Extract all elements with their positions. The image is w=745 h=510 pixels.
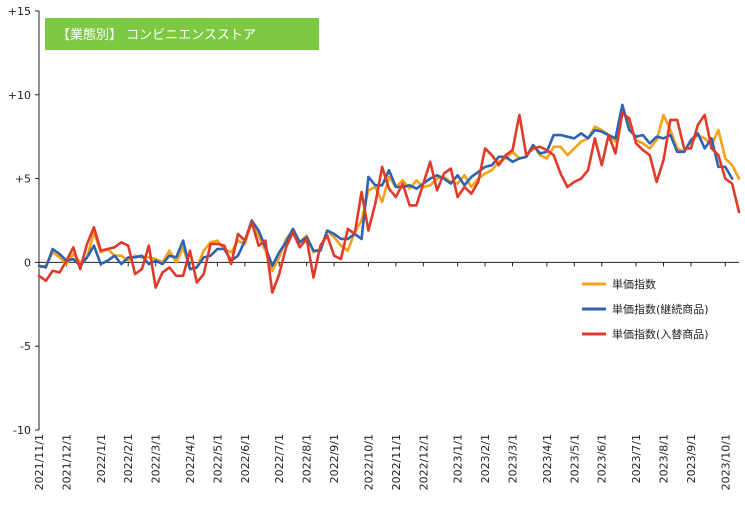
x-tick-label: 2023/6/1 [596,434,609,483]
x-tick-label: 2022/6/1 [239,434,252,483]
x-tick-label: 2022/7/1 [273,434,286,483]
x-tick-label: 2023/5/1 [568,434,581,483]
x-tick-label: 2022/11/1 [390,434,403,490]
y-tick-label: +15 [8,5,31,18]
x-tick-label: 2021/11/1 [33,434,46,490]
x-tick-label: 2022/10/1 [362,434,375,490]
y-tick-label: -5 [20,340,31,353]
x-tick-label: 2022/3/1 [150,434,163,483]
x-tick-label: 2022/9/1 [328,434,341,483]
chart-title: 【業態別】 コンビニエンスストア [45,18,319,50]
legend: 単価指数 単価指数(継続商品) 単価指数(入替商品) [574,270,724,350]
chart-title-background [45,18,319,50]
x-tick-label: 2023/1/1 [452,434,465,483]
series-line-3 [37,111,741,294]
x-tick-label: 2022/12/1 [417,434,430,490]
x-tick-label: 2021/12/1 [60,434,73,490]
chart-title-text: 【業態別】 コンビニエンスストア [57,27,256,43]
y-tick-label: +10 [8,89,31,102]
x-tick-label: 2022/1/1 [95,434,108,483]
y-tick-label: 0 [24,256,31,269]
y-tick-label: +5 [15,173,31,186]
x-tick-label: 2023/9/1 [685,434,698,483]
series-layer [37,103,741,294]
legend-label-series-1: 単価指数 [612,277,656,291]
x-tick-label: 2022/8/1 [301,434,314,483]
x-tick-label: 2022/4/1 [184,434,197,483]
x-tick-label: 2023/8/1 [658,434,671,483]
x-tick-label: 2022/5/1 [211,434,224,483]
x-tick-label: 2023/4/1 [541,434,554,483]
legend-label-series-3: 単価指数(入替商品) [612,327,709,341]
y-tick-label: -10 [13,424,31,437]
x-tick-label: 2023/7/1 [630,434,643,483]
x-tick-label: 2022/2/1 [122,434,135,483]
x-tick-label: 2023/2/1 [479,434,492,483]
x-tick-label: 2023/3/1 [507,434,520,483]
axes: -10 -5 0 +5 +10 +15 2021/11/1 2021/12/1 2022/1/1… [8,5,739,490]
legend-label-series-2: 単価指数(継続商品) [612,302,709,316]
x-tick-label: 2023/10/1 [719,434,732,490]
